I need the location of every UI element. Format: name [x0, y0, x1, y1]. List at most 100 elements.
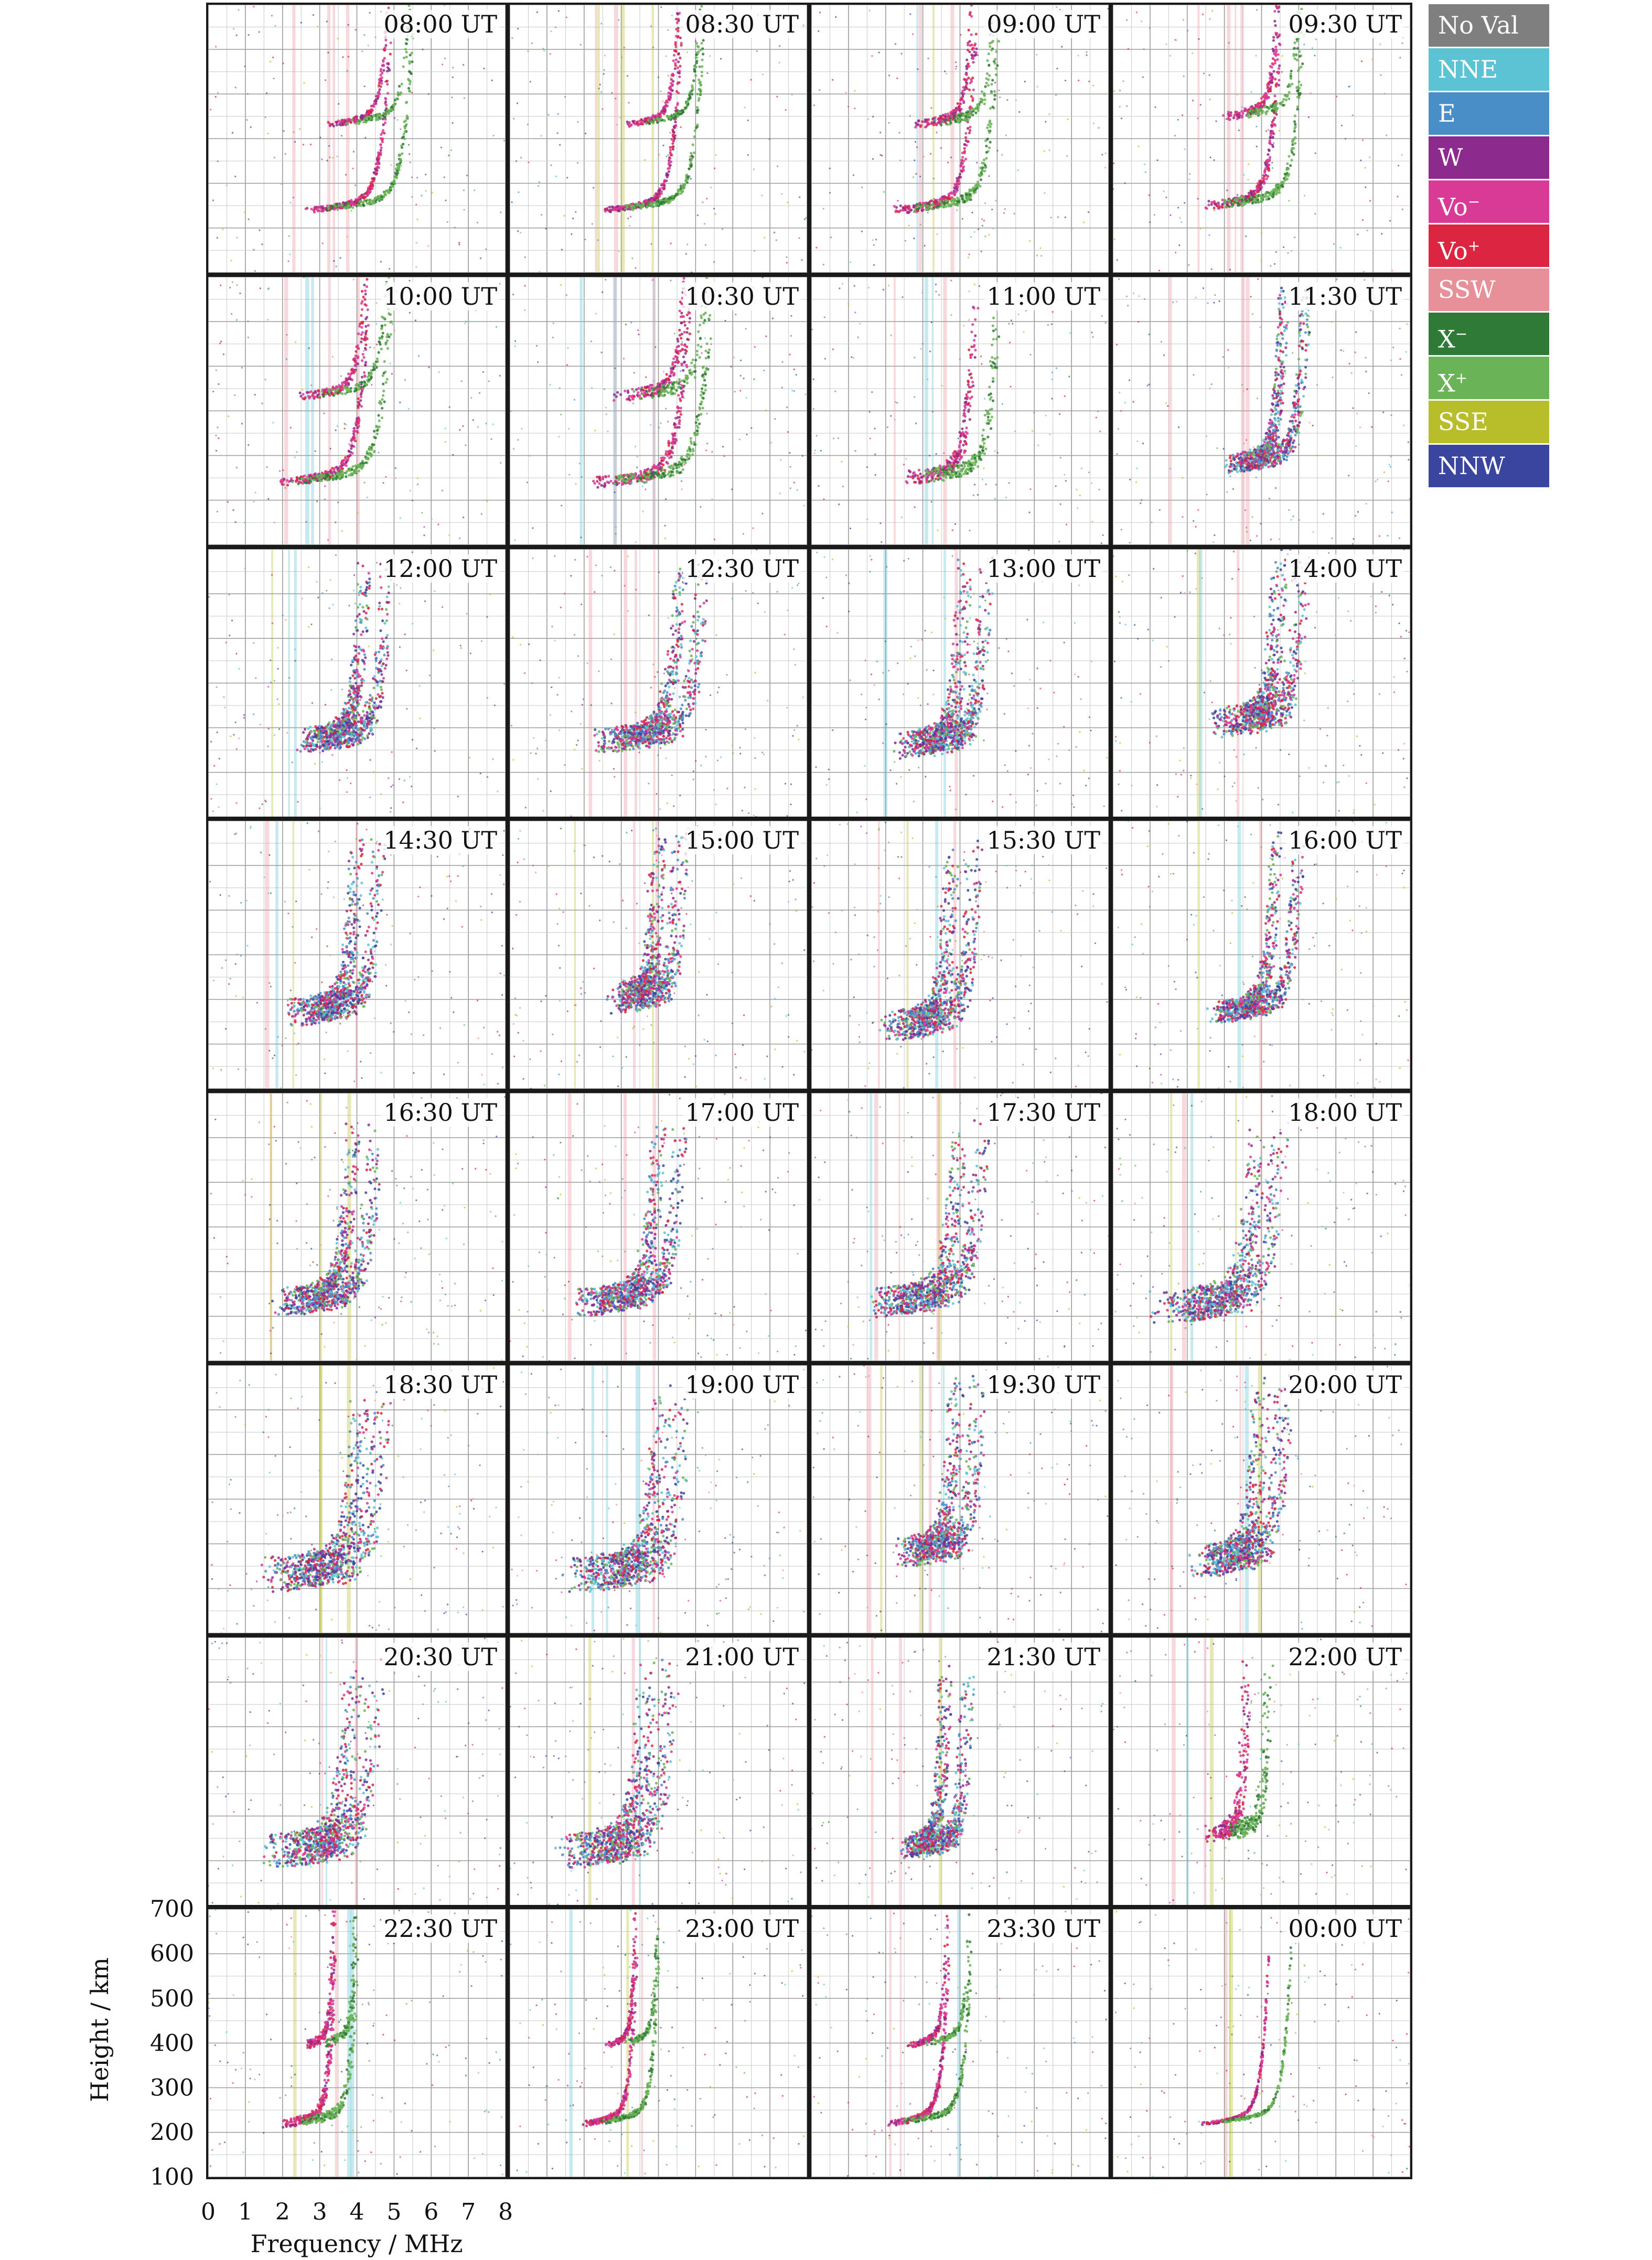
echo-point [949, 119, 952, 123]
echo-point [673, 67, 677, 70]
ionogram-panel: 08:30 UT [508, 3, 809, 275]
echo-point [1293, 130, 1296, 133]
echo-point [308, 391, 311, 394]
noise-point [786, 256, 788, 258]
echo-point [1294, 123, 1297, 126]
echo-point [967, 140, 970, 143]
noise-point [444, 427, 446, 430]
echo-point [964, 81, 968, 84]
noise-point [775, 239, 777, 241]
noise-point [994, 200, 997, 202]
noise-point [400, 128, 402, 130]
echo-point [1227, 114, 1230, 118]
noise-point [667, 74, 669, 77]
echo-point [1253, 108, 1256, 111]
echo-point [696, 45, 699, 48]
echo-point [953, 112, 957, 115]
echo-point [663, 179, 666, 182]
noise-point [411, 176, 413, 178]
noise-point [883, 191, 885, 193]
noise-point [667, 29, 669, 31]
echo-point [1269, 85, 1272, 89]
ionogram-panel: 09:30 UT [1111, 3, 1412, 275]
echo-point [695, 61, 698, 65]
echo-point [638, 205, 642, 208]
noise-point [627, 217, 629, 220]
noise-point [1315, 38, 1317, 40]
echo-point [375, 168, 378, 172]
noise-point [756, 50, 758, 52]
echo-point [609, 479, 613, 483]
echo-point [1270, 81, 1273, 84]
noise-point [532, 527, 534, 529]
noise-point [437, 523, 439, 526]
noise-point [363, 34, 366, 36]
echo-point [1214, 202, 1217, 206]
echo-point [700, 41, 703, 45]
noise-point [396, 119, 399, 121]
echo-point [926, 124, 929, 127]
echo-point [952, 202, 956, 206]
echo-point [1268, 156, 1272, 159]
echo-point [1260, 200, 1263, 203]
echo-point [384, 38, 388, 42]
echo-point [378, 88, 381, 91]
echo-point [362, 356, 366, 359]
noise-point [664, 524, 666, 527]
echo-point [674, 58, 678, 61]
echo-point [1252, 189, 1256, 192]
noise-point [790, 335, 792, 337]
noise-point [803, 505, 806, 507]
echo-point [964, 115, 968, 118]
noise-point [960, 34, 962, 36]
echo-point [679, 187, 682, 190]
noise-point [232, 509, 234, 511]
echo-point [353, 389, 356, 393]
echo-point [970, 113, 973, 116]
interference-streak [1197, 5, 1200, 273]
noise-point [1203, 72, 1205, 74]
echo-point [291, 480, 294, 483]
echo-point [353, 369, 356, 373]
noise-point [482, 371, 484, 373]
noise-point [400, 165, 402, 167]
echo-point [399, 91, 403, 94]
echo-point [985, 72, 989, 75]
echo-point [331, 388, 335, 391]
noise-point [1371, 58, 1374, 60]
echo-point [356, 430, 359, 433]
echo-point [680, 363, 683, 367]
echo-point [1276, 107, 1279, 110]
echo-point [1272, 36, 1275, 39]
echo-point [956, 200, 959, 203]
echo-point [330, 472, 334, 475]
noise-point [515, 160, 518, 162]
echo-point [1235, 199, 1238, 202]
noise-point [642, 510, 644, 512]
echo-point [371, 443, 374, 446]
echo-point [676, 66, 680, 69]
interference-streak [597, 5, 600, 273]
echo-point [345, 202, 348, 205]
echo-point [359, 395, 363, 399]
echo-point [1283, 173, 1287, 176]
noise-point [744, 106, 746, 109]
echo-point [608, 206, 612, 209]
noise-point [394, 467, 396, 469]
echo-point [327, 205, 330, 208]
echo-point [298, 391, 302, 394]
echo-point [1290, 158, 1293, 162]
echo-point [656, 117, 659, 120]
ionogram-plot [510, 276, 807, 545]
noise-point [389, 362, 391, 365]
echo-point [645, 119, 648, 122]
noise-point [773, 231, 776, 233]
echo-point [321, 206, 324, 209]
noise-point [1368, 156, 1371, 158]
echo-point [1249, 115, 1252, 119]
echo-point [318, 477, 321, 480]
noise-point [254, 270, 256, 272]
echo-point [1258, 194, 1262, 197]
noise-point [393, 117, 396, 119]
echo-point [640, 472, 643, 475]
